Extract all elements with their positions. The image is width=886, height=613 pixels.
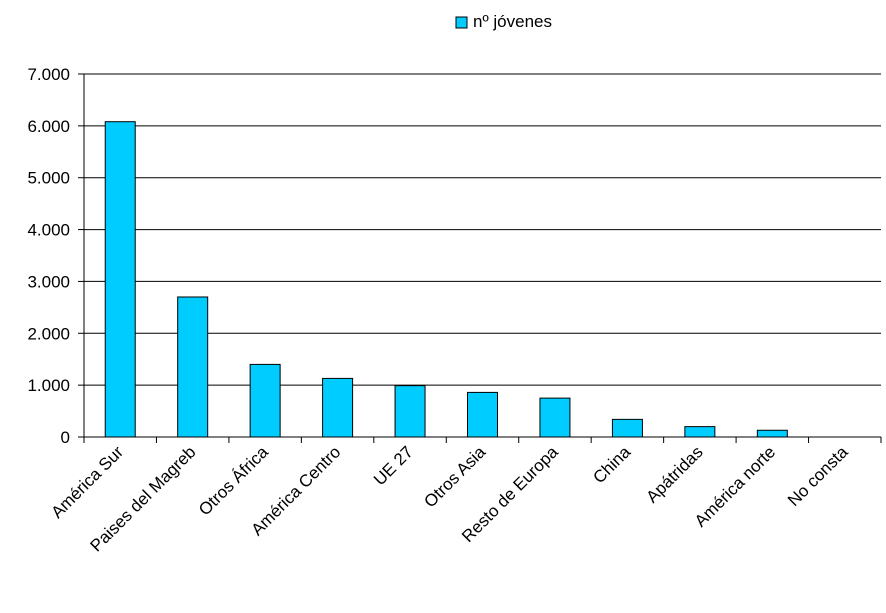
y-tick-label: 2.000 xyxy=(27,324,70,343)
bar xyxy=(611,418,643,438)
legend: nº jóvenes xyxy=(455,12,552,31)
bar xyxy=(467,391,498,438)
gridlines xyxy=(84,73,881,386)
y-tick-label: 0 xyxy=(61,428,70,447)
bar xyxy=(684,426,716,438)
bar xyxy=(394,385,426,438)
bar xyxy=(104,121,136,438)
legend-label: nº jóvenes xyxy=(473,12,552,31)
legend-swatch xyxy=(455,16,468,29)
y-tick-label: 5.000 xyxy=(27,169,70,188)
bar xyxy=(177,296,209,438)
y-tick-label: 4.000 xyxy=(27,221,70,240)
y-tick-label: 1.000 xyxy=(27,376,70,395)
bar xyxy=(249,363,281,438)
y-tick-label: 7.000 xyxy=(27,65,70,84)
x-tick-label: UE 27 xyxy=(370,442,417,489)
bars xyxy=(104,121,788,438)
x-tick-label: Otros África xyxy=(195,442,272,519)
axes xyxy=(78,73,882,443)
bar xyxy=(322,377,354,438)
y-tick-label: 6.000 xyxy=(27,117,70,136)
y-axis-tick-labels: 0 1.000 2.000 3.000 4.000 5.000 6.000 7.000 xyxy=(27,65,70,447)
x-tick-label: Apátridas xyxy=(642,442,706,506)
x-tick-label: Otros Asia xyxy=(420,442,489,511)
x-tick-label: América Sur xyxy=(47,442,127,522)
y-tick-label: 3.000 xyxy=(27,272,70,291)
x-tick-label: China xyxy=(589,442,634,487)
bar xyxy=(756,429,788,438)
x-tick-label: No consta xyxy=(784,442,852,510)
bar xyxy=(539,397,571,438)
